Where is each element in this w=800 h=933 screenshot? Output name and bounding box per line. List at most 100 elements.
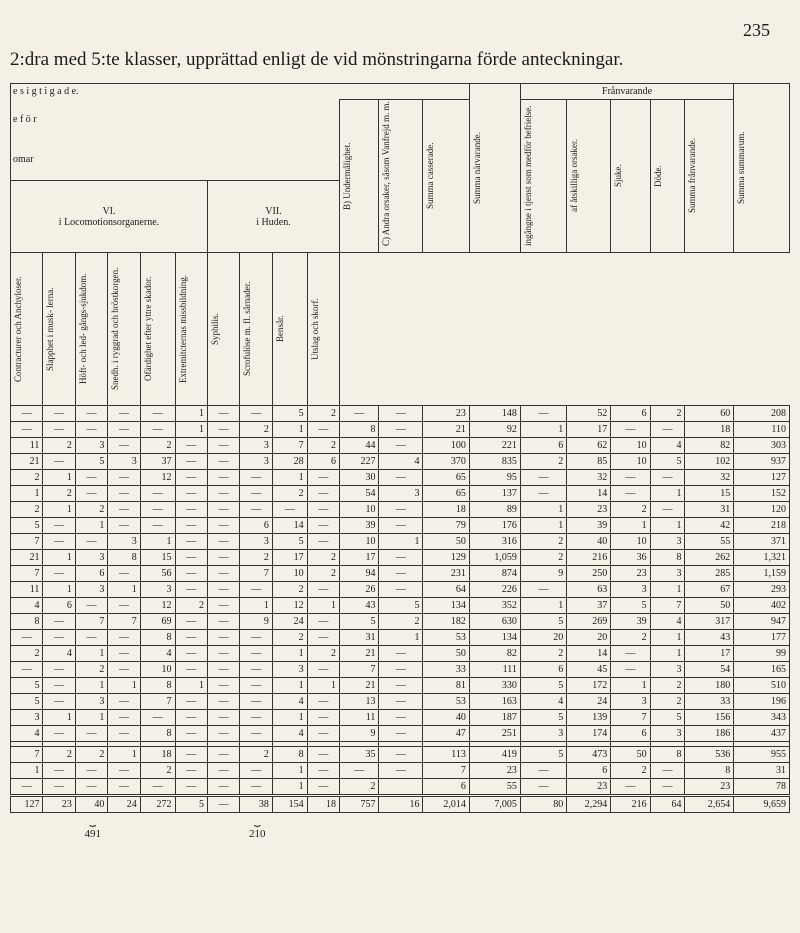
table-cell: 5 [650, 454, 685, 470]
col-header: Höft- och led- gångs-sjukdom. [75, 253, 107, 406]
table-cell: 39 [567, 518, 611, 534]
table-cell: — [520, 763, 566, 779]
table-cell: 43 [685, 630, 734, 646]
table-cell: 1 [43, 502, 75, 518]
table-cell: 33 [423, 662, 469, 678]
table-cell: — [43, 630, 75, 646]
table-cell: — [207, 598, 239, 614]
table-cell: 17 [340, 550, 379, 566]
table-cell: 79 [423, 518, 469, 534]
table-cell: 7 [423, 763, 469, 779]
page-number: 235 [10, 20, 790, 41]
table-cell: — [379, 582, 423, 598]
table-cell: 6 [43, 598, 75, 614]
table-row: 8—7769——924—521826305269394317947 [11, 614, 790, 630]
table-cell: 4 [379, 454, 423, 470]
table-cell: — [43, 726, 75, 742]
table-cell: — [11, 422, 43, 438]
table-cell: 43 [340, 598, 379, 614]
table-cell: 1 [650, 486, 685, 502]
table-cell: 39 [340, 518, 379, 534]
table-cell: — [307, 422, 339, 438]
table-cell [379, 779, 423, 796]
table-cell: — [307, 486, 339, 502]
table-cell: 316 [469, 534, 520, 550]
table-cell: 269 [567, 614, 611, 630]
table-cell: 835 [469, 454, 520, 470]
table-cell: 1 [75, 710, 107, 726]
table-cell: — [108, 779, 140, 796]
table-cell: 14 [567, 646, 611, 662]
table-cell: 1 [272, 646, 307, 662]
sum-cell: 64 [650, 796, 685, 813]
table-cell: 44 [340, 438, 379, 454]
table-cell: 1 [75, 678, 107, 694]
table-cell: — [650, 763, 685, 779]
table-cell: — [108, 406, 140, 422]
table-cell: 3 [611, 694, 650, 710]
table-cell: 2 [520, 454, 566, 470]
table-cell: 2 [272, 582, 307, 598]
table-cell: — [140, 406, 175, 422]
table-cell: — [520, 582, 566, 598]
table-cell: 37 [140, 454, 175, 470]
table-cell: 1 [307, 678, 339, 694]
table-cell: — [207, 582, 239, 598]
table-cell: 10 [140, 662, 175, 678]
table-cell: 10 [340, 502, 379, 518]
table-cell: 1 [43, 582, 75, 598]
table-cell: — [175, 470, 207, 486]
table-cell: 3 [272, 662, 307, 678]
table-cell: 231 [423, 566, 469, 582]
table-cell: 3 [520, 726, 566, 742]
table-cell: 4 [140, 646, 175, 662]
table-cell: 53 [423, 630, 469, 646]
table-cell: — [379, 763, 423, 779]
table-cell: 2 [75, 662, 107, 678]
table-cell: — [175, 438, 207, 454]
table-row: 7—6—56——710294—23187492502332851,159 [11, 566, 790, 582]
table-cell: 262 [685, 550, 734, 566]
table-cell: 510 [734, 678, 790, 694]
table-cell: — [520, 779, 566, 796]
table-cell: 5 [11, 518, 43, 534]
table-cell: 6 [75, 566, 107, 582]
table-cell: — [75, 534, 107, 550]
table-cell: — [175, 779, 207, 796]
table-cell: — [307, 614, 339, 630]
table-cell: 20 [520, 630, 566, 646]
table-cell: — [379, 726, 423, 742]
table-cell: — [307, 763, 339, 779]
table-cell: 134 [469, 630, 520, 646]
table-cell: 1 [175, 406, 207, 422]
table-cell: — [207, 518, 239, 534]
table-cell: 139 [567, 710, 611, 726]
table-cell: — [379, 710, 423, 726]
col-header: C) Andra orsaker, såsom Vanfrejd m. m. [379, 100, 423, 253]
col-header: Scrofulöse m. fl. sårnader. [240, 253, 272, 406]
table-cell: 2 [272, 486, 307, 502]
table-cell: 2 [11, 646, 43, 662]
table-cell: — [207, 747, 239, 763]
table-cell: 81 [423, 678, 469, 694]
table-cell: 947 [734, 614, 790, 630]
table-cell: 5 [520, 678, 566, 694]
table-cell: — [140, 518, 175, 534]
table-cell: 85 [567, 454, 611, 470]
table-row: 2113815——217217—1291,05922163682621,321 [11, 550, 790, 566]
table-row: —————1—21—8—2192117——18110 [11, 422, 790, 438]
table-cell: — [175, 763, 207, 779]
table-cell: — [379, 438, 423, 454]
table-cell: — [240, 779, 272, 796]
table-cell: — [108, 566, 140, 582]
table-cell: — [307, 779, 339, 796]
table-cell: 2 [43, 747, 75, 763]
sum-cell: 23 [43, 796, 75, 813]
table-row: 12——————2—54365137—14—115152 [11, 486, 790, 502]
table-cell: 1 [272, 779, 307, 796]
table-cell: 30 [340, 470, 379, 486]
table-cell: — [379, 662, 423, 678]
table-cell: 1 [611, 518, 650, 534]
table-cell: 1 [650, 630, 685, 646]
table-cell: — [240, 710, 272, 726]
